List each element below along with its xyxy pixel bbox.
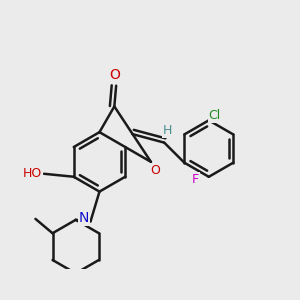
Text: O: O [151,164,160,177]
Text: O: O [109,68,120,82]
Text: F: F [192,173,199,186]
Text: HO: HO [22,167,42,180]
Text: N: N [79,212,89,225]
Text: Cl: Cl [208,110,221,122]
Text: H: H [163,124,172,136]
